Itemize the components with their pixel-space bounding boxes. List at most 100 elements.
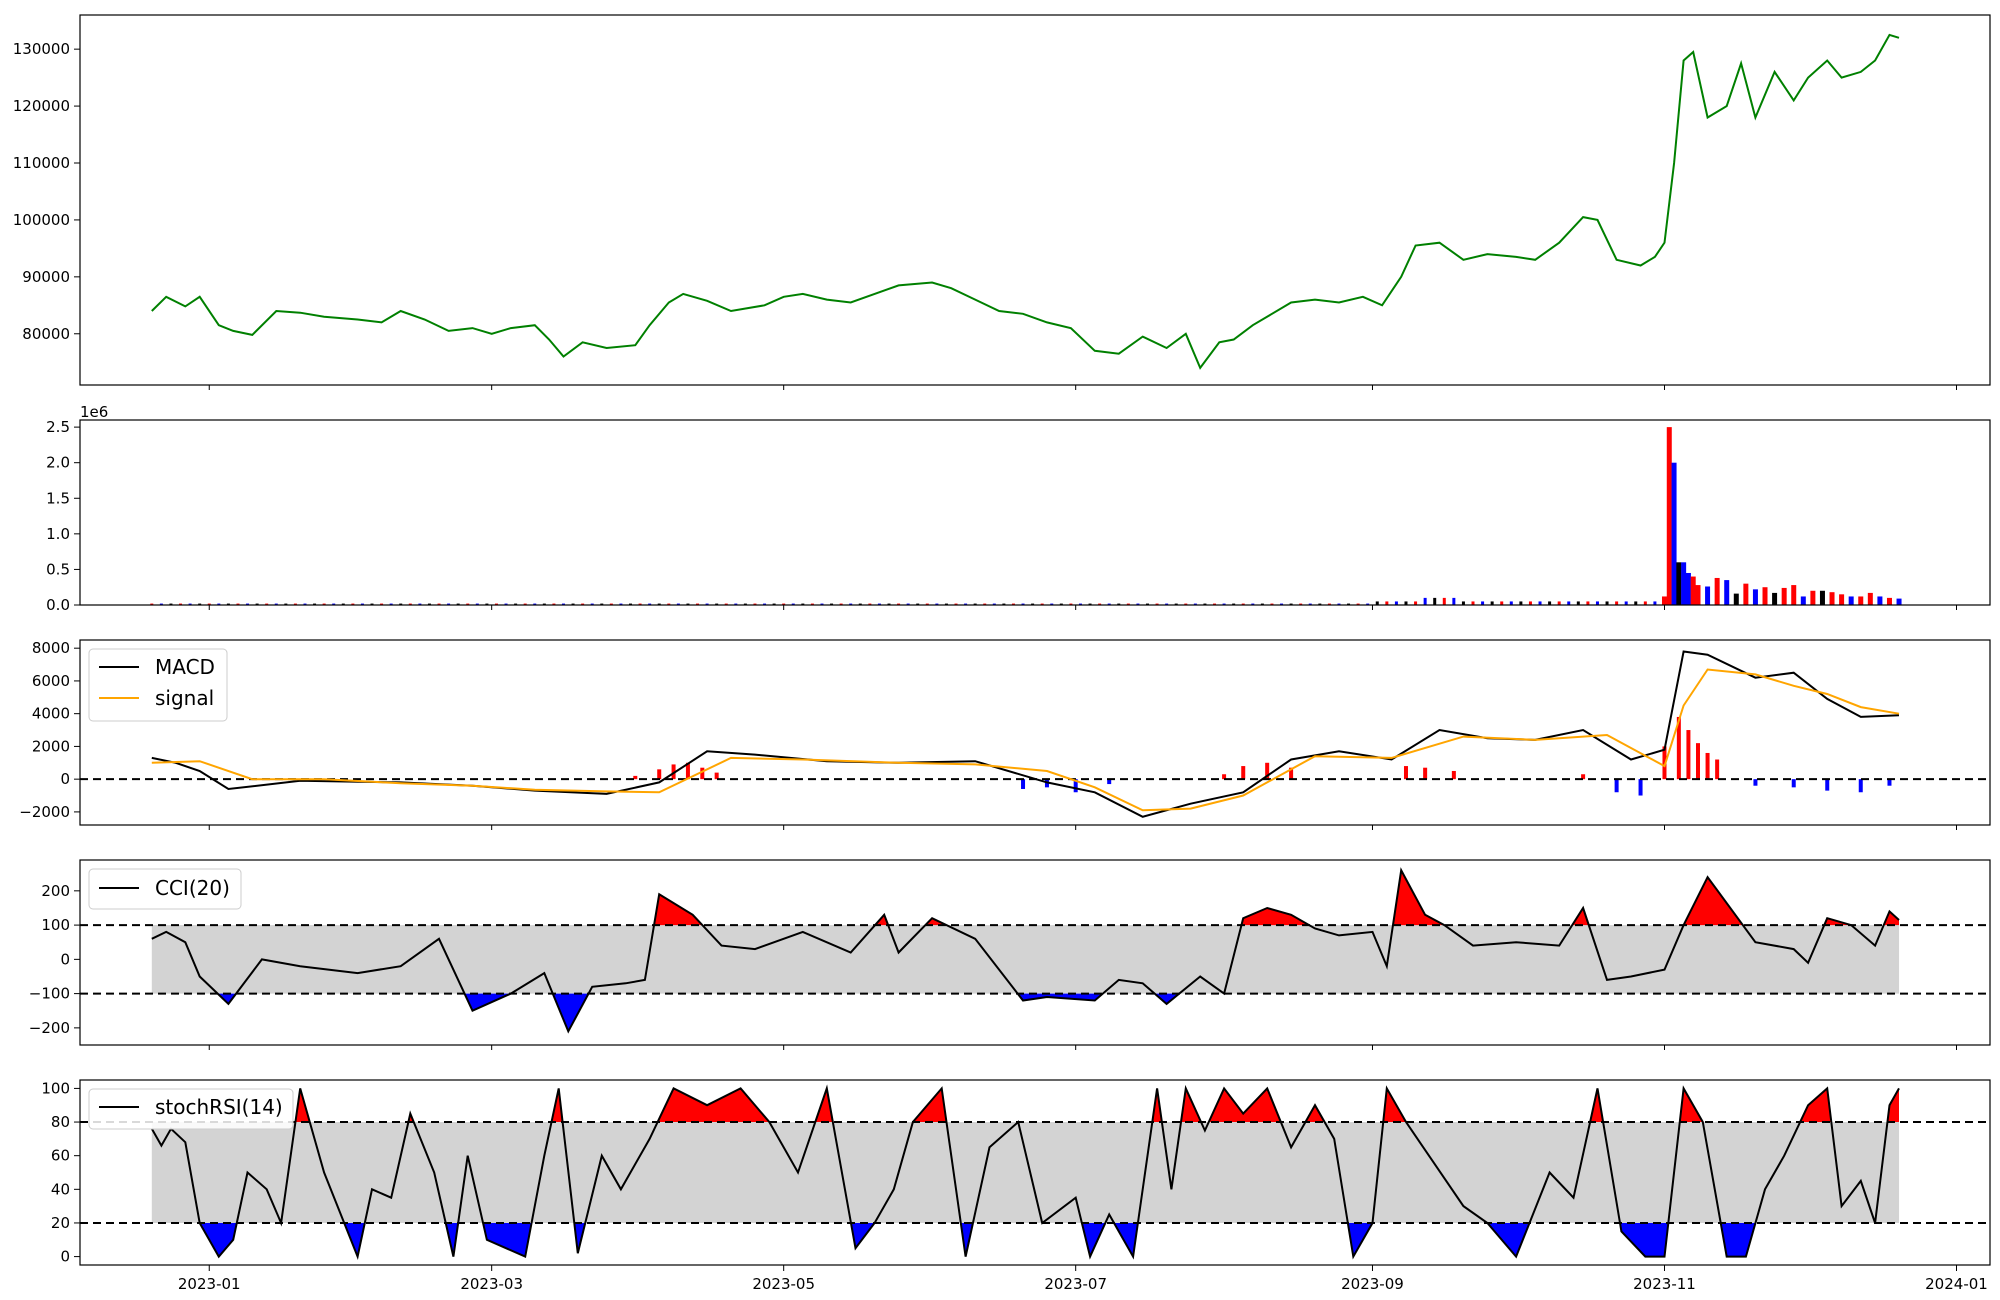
volume-bar bbox=[638, 603, 642, 605]
volume-bar bbox=[964, 603, 968, 605]
volume-bar bbox=[523, 603, 527, 605]
macd-histogram-bar bbox=[1705, 752, 1710, 780]
volume-bar bbox=[801, 603, 805, 605]
stochrsi-panel: 0 20 40 60 80 100 stochRSI(14) bbox=[41, 1079, 1991, 1266]
volume-bar bbox=[1423, 597, 1427, 605]
macd-series-line-signal bbox=[151, 668, 1900, 812]
cci-panel-frame bbox=[79, 859, 1991, 1046]
volume-bar bbox=[466, 603, 470, 605]
volume-bar bbox=[983, 603, 987, 605]
volume-ytick-label: 2.5 bbox=[46, 418, 70, 436]
volume-bar bbox=[1011, 603, 1015, 605]
macd-histogram-bar bbox=[1021, 779, 1026, 789]
x-tick-label: 2023-09 bbox=[1341, 1275, 1404, 1293]
volume-bar bbox=[1839, 594, 1845, 605]
volume-bar bbox=[1896, 598, 1902, 605]
macd-histogram-bar bbox=[1289, 767, 1294, 780]
volume-bar bbox=[514, 603, 518, 605]
volume-bar bbox=[1690, 576, 1696, 605]
macd-panel-frame bbox=[79, 639, 1991, 826]
volume-bar bbox=[839, 603, 843, 605]
volume-bar bbox=[351, 603, 355, 605]
volume-bar bbox=[1567, 601, 1571, 605]
volume-bar bbox=[494, 603, 498, 605]
macd-histogram-bar bbox=[1825, 779, 1830, 791]
price-ytick-label: 110000 bbox=[13, 154, 70, 172]
volume-bar bbox=[1213, 603, 1217, 605]
macd-histogram-bar bbox=[1073, 779, 1078, 793]
volume-bar bbox=[1509, 601, 1513, 605]
volume-bar bbox=[1136, 603, 1140, 605]
volume-bar bbox=[906, 603, 910, 605]
cci-ytick-label: 200 bbox=[41, 882, 70, 900]
volume-bar bbox=[332, 603, 336, 605]
volume-bar bbox=[1203, 603, 1207, 605]
volume-bar bbox=[782, 603, 786, 605]
macd-histogram-bar bbox=[1265, 762, 1270, 780]
volume-bar bbox=[418, 603, 422, 605]
volume-bar bbox=[629, 603, 633, 605]
volume-bar bbox=[1705, 586, 1711, 605]
volume-bar bbox=[791, 603, 795, 605]
volume-bar bbox=[1347, 603, 1351, 605]
cci-line bbox=[151, 867, 1900, 1034]
volume-bar bbox=[179, 603, 183, 605]
volume-bar bbox=[1222, 603, 1226, 605]
macd-histogram-bar bbox=[1753, 779, 1758, 786]
volume-bar bbox=[724, 603, 728, 605]
volume-bar bbox=[763, 603, 767, 605]
volume-bar bbox=[274, 603, 278, 605]
volume-bar bbox=[1289, 603, 1293, 605]
volume-bar bbox=[169, 603, 173, 605]
volume-bar bbox=[676, 603, 680, 605]
cci-ytick-label: −100 bbox=[29, 985, 70, 1003]
stochrsi-legend: stochRSI(14) bbox=[88, 1088, 294, 1130]
volume-bar bbox=[1366, 603, 1370, 605]
volume-bar bbox=[198, 603, 202, 605]
volume-bar bbox=[1050, 603, 1054, 605]
volume-bar bbox=[1308, 603, 1312, 605]
macd-histogram-bar bbox=[1858, 779, 1863, 793]
macd-histogram-bar bbox=[1695, 743, 1700, 780]
legend-label-signal: signal bbox=[155, 686, 214, 710]
volume-bar bbox=[1270, 603, 1274, 605]
volume-bar bbox=[1762, 587, 1768, 605]
volume-bar bbox=[1327, 603, 1331, 605]
macd-histogram-bar bbox=[1222, 774, 1227, 780]
volume-bar bbox=[810, 603, 814, 605]
volume-bar bbox=[696, 603, 700, 605]
macd-legend: MACD signal bbox=[88, 648, 228, 722]
volume-bar bbox=[1733, 593, 1739, 605]
volume-bar bbox=[1643, 601, 1647, 605]
volume-bar bbox=[1634, 601, 1638, 605]
macd-histogram-bar bbox=[1791, 779, 1796, 788]
volume-ytick-label: 1.5 bbox=[46, 489, 70, 507]
macd-histogram-bar bbox=[1581, 774, 1586, 780]
volume-bar bbox=[715, 603, 719, 605]
volume-bar bbox=[1624, 601, 1628, 605]
stochrsi-ytick-label: 80 bbox=[51, 1113, 70, 1131]
volume-bar bbox=[246, 603, 250, 605]
macd-histogram-bar bbox=[1676, 716, 1681, 780]
volume-bar bbox=[1671, 462, 1677, 605]
macd-ytick-label: −2000 bbox=[19, 803, 70, 821]
stochrsi-ytick-label: 40 bbox=[51, 1180, 70, 1198]
volume-bar bbox=[1781, 587, 1787, 605]
macd-histogram-bar bbox=[700, 767, 705, 780]
volume-bar bbox=[1481, 601, 1485, 605]
x-axis: 2023-01 2023-03 2023-05 2023-07 2023-09 2023-… bbox=[178, 385, 1988, 1293]
volume-bar bbox=[1676, 562, 1682, 605]
volume-bar bbox=[427, 603, 431, 605]
volume-bar bbox=[1356, 603, 1360, 605]
volume-bar bbox=[1232, 603, 1236, 605]
volume-bar bbox=[389, 603, 393, 605]
volume-bar bbox=[1174, 603, 1178, 605]
volume-bar bbox=[303, 603, 307, 605]
volume-bar bbox=[1595, 601, 1599, 605]
cci-panel: −200 −100 0 100 200 CCI(20) bbox=[29, 859, 1991, 1046]
cci-ytick-label: 0 bbox=[60, 950, 70, 968]
legend-label-macd: MACD bbox=[155, 655, 215, 679]
price-panel-frame bbox=[79, 14, 1991, 386]
volume-bar bbox=[447, 603, 451, 605]
macd-histogram-bar bbox=[1423, 767, 1428, 780]
